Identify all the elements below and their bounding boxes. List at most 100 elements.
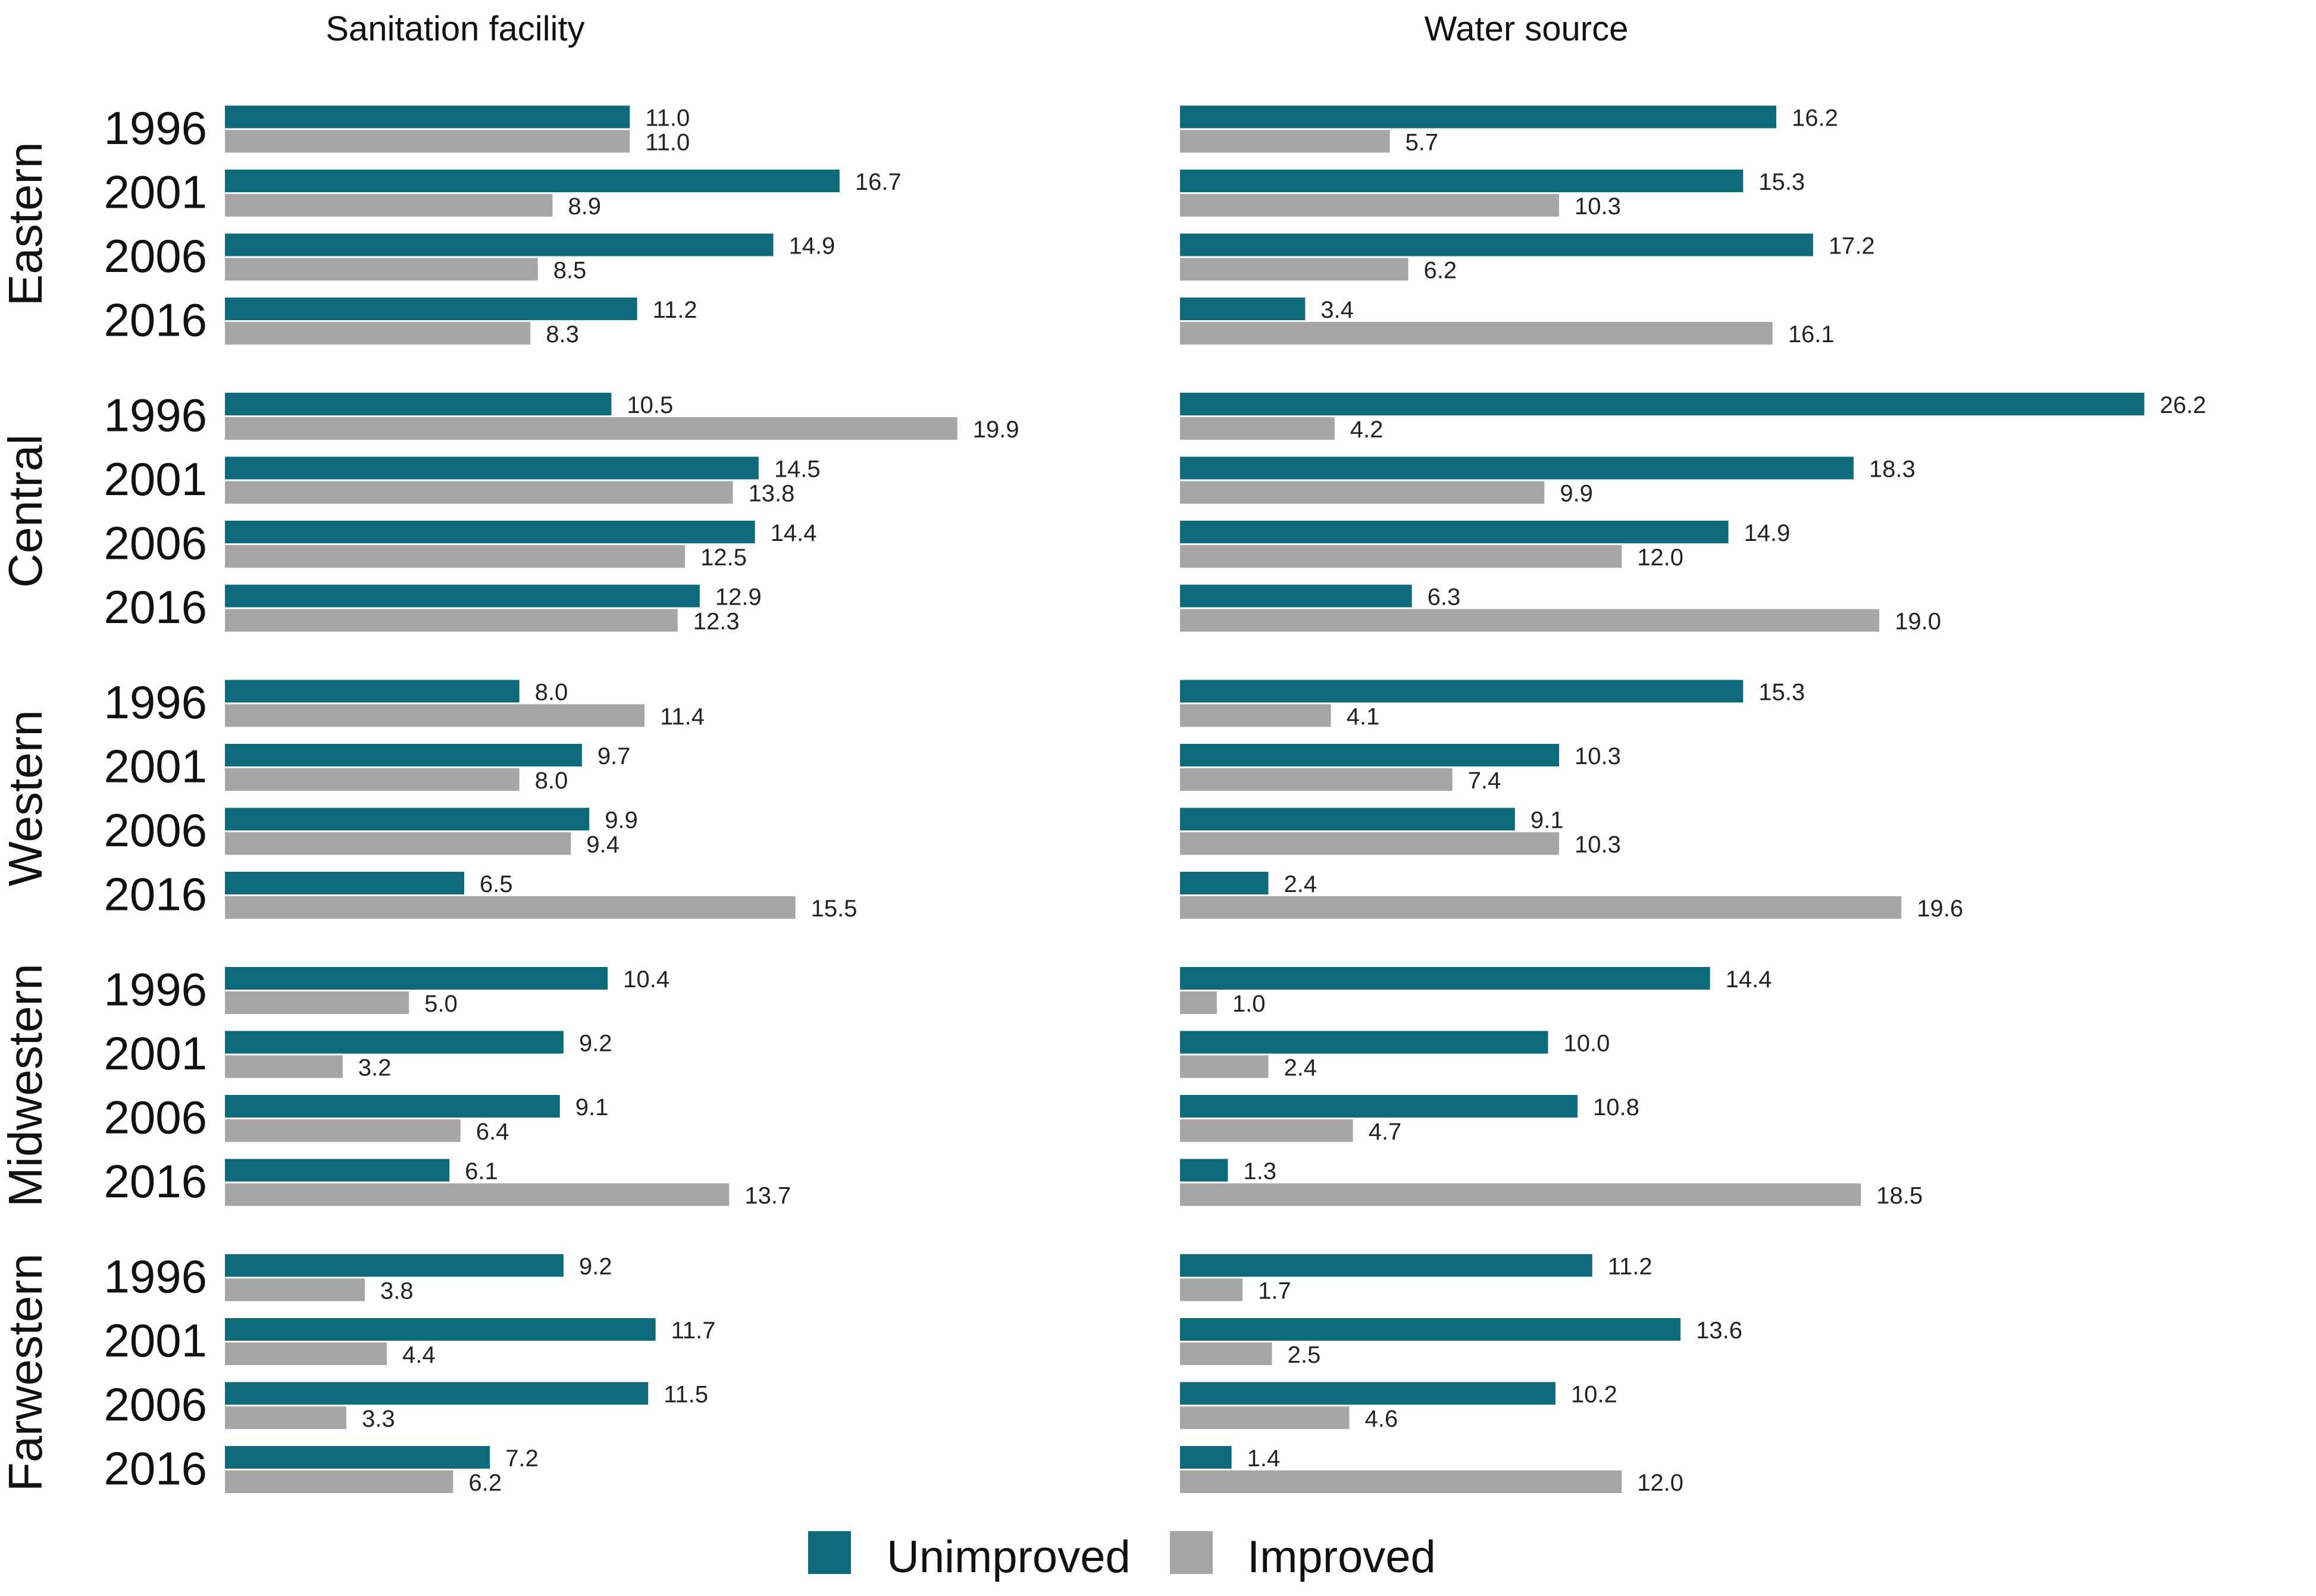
value-label: 10.3 [1575,832,1621,858]
bar-unimproved [1180,521,1729,543]
bar-improved [1180,545,1622,568]
value-label: 11.5 [663,1382,708,1408]
value-label: 14.5 [774,456,821,483]
value-label: 16.2 [1792,105,1838,132]
year-label: 2016 [104,1442,207,1495]
bar-improved [225,1470,453,1493]
year-label: 1996 [104,102,207,154]
bar-improved [225,545,686,568]
value-label: 1.7 [1258,1278,1291,1304]
bar-unimproved [1180,1031,1548,1054]
bar-unimproved [1180,1254,1592,1277]
bar-unimproved [1180,298,1306,320]
value-label: 1.3 [1243,1159,1276,1185]
value-label: 9.9 [605,808,638,834]
value-label: 18.5 [1876,1183,1923,1209]
bar-unimproved [225,1031,564,1054]
value-label: 9.4 [586,832,619,858]
value-label: 6.2 [468,1470,502,1496]
bar-improved [1180,1470,1622,1493]
year-label: 2001 [104,1027,207,1079]
value-label: 10.5 [627,392,673,418]
bar-improved [1180,1119,1353,1142]
value-label: 13.8 [749,481,795,507]
year-label: 2016 [104,868,207,921]
region-label: Western [0,710,52,886]
bar-unimproved [225,521,755,543]
bar-unimproved [1180,170,1744,192]
bar-improved [1180,1055,1269,1078]
value-label: 11.2 [653,297,697,323]
legend: Unimproved Improved [808,1531,1436,1582]
value-label: 13.7 [744,1183,791,1209]
value-label: 1.4 [1247,1445,1281,1472]
year-label: 1996 [104,389,207,442]
value-label: 3.8 [380,1278,414,1304]
year-label: 2001 [104,453,207,505]
bar-improved [1180,417,1335,440]
value-label: 15.3 [1758,680,1805,706]
year-label: 2006 [104,1378,207,1431]
bar-unimproved [225,744,582,766]
value-label: 4.1 [1347,704,1380,730]
value-label: 8.0 [535,680,568,706]
value-label: 5.7 [1406,130,1439,156]
value-label: 13.6 [1696,1318,1742,1344]
bar-unimproved [225,1382,649,1405]
value-label: 10.2 [1571,1382,1617,1408]
value-label: 10.8 [1593,1094,1639,1121]
bar-improved [1180,896,1902,919]
bar-unimproved [1180,1159,1228,1182]
value-label: 9.1 [575,1094,609,1121]
value-label: 8.3 [546,321,579,348]
bar-unimproved [1180,1095,1578,1118]
value-label: 5.0 [424,991,458,1017]
chart-panels: Sanitation facility 1996 11.011.0 2001 16.7 8… [0,10,2206,1496]
bar-unimproved [1180,584,1412,608]
legend-label-improved: Improved [1247,1532,1436,1582]
bar-improved [225,1055,343,1078]
value-label: 15.3 [1758,169,1805,195]
value-label: 8.0 [535,768,568,794]
value-label: 2.4 [1284,1055,1317,1081]
bar-unimproved [225,456,759,480]
year-label: 2001 [104,166,207,218]
bar-improved [1180,1183,1861,1206]
value-label: 9.2 [579,1254,612,1280]
bar-unimproved [1180,872,1269,894]
value-label: 6.1 [465,1159,498,1185]
year-label: 2016 [104,581,207,633]
bar-unimproved [1180,1446,1232,1469]
bar-improved [1180,1342,1272,1365]
region-label: Midwestern [0,963,52,1207]
bar-unimproved [225,1254,564,1277]
bar-unimproved [225,1095,560,1118]
bar-unimproved [1180,456,1854,480]
value-label: 3.4 [1320,297,1354,323]
panel-water: Water source 16.2 5.7 15.3 10.3 17.2 6.2 3.4 16.… [1180,10,2206,1496]
bar-unimproved [225,1318,656,1341]
value-label: 11.2 [1608,1254,1653,1280]
bar-improved [1180,704,1331,727]
value-label: 9.7 [597,743,631,769]
bar-unimproved [1180,967,1710,990]
value-label: 8.5 [553,258,587,284]
value-label: 6.5 [480,871,513,897]
value-label: 16.7 [855,169,902,195]
bar-improved [225,1119,461,1142]
value-label: 10.4 [623,966,669,993]
year-label: 1996 [104,676,207,728]
value-label: 14.9 [1744,520,1791,546]
legend-label-unimproved: Unimproved [887,1532,1131,1582]
bar-improved [225,896,796,919]
panel-title: Water source [1425,10,1629,48]
bar-unimproved [225,1159,450,1182]
year-label: 2001 [104,1315,207,1367]
bar-unimproved [225,298,637,320]
value-label: 9.2 [579,1031,612,1057]
year-label: 1996 [104,963,207,1016]
bar-improved [225,130,630,153]
value-label: 11.0 [645,105,690,132]
value-label: 4.4 [402,1342,436,1368]
